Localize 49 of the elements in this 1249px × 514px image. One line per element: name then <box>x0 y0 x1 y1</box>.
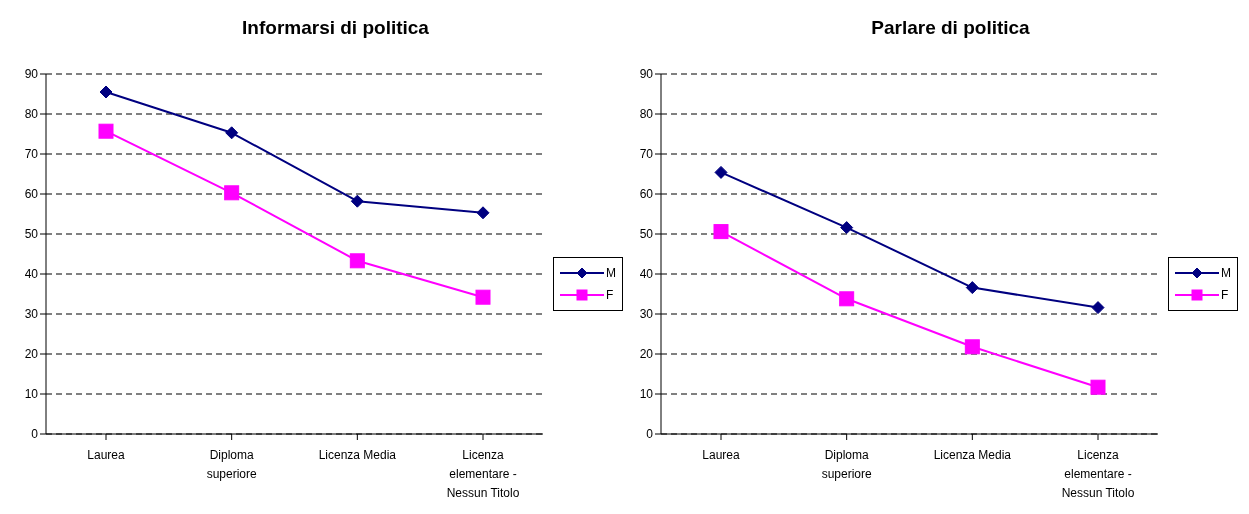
point <box>476 206 490 220</box>
y-tick-label: 0 <box>31 427 39 442</box>
point <box>1090 379 1106 395</box>
x-tick-label: Diploma superiore <box>821 447 872 481</box>
y-tick-label: 80 <box>24 107 39 122</box>
y-tick-label: 70 <box>24 147 39 162</box>
x-tick-label: Laurea <box>87 447 125 462</box>
y-tick-label: 40 <box>639 267 654 282</box>
x-tick-label: Laurea <box>702 447 740 462</box>
y-tick-label: 90 <box>24 67 39 82</box>
y-tick-label: 50 <box>639 227 654 242</box>
y-tick-label: 0 <box>646 427 654 442</box>
point <box>99 85 113 99</box>
point <box>714 165 728 179</box>
y-tick-label: 90 <box>639 67 654 82</box>
y-tick-label: 70 <box>639 147 654 162</box>
y-tick-label: 60 <box>24 187 39 202</box>
point <box>964 339 980 355</box>
y-tick-label: 50 <box>24 227 39 242</box>
y-tick-label: 10 <box>24 387 39 402</box>
y-tick-label: 10 <box>639 387 654 402</box>
point <box>965 281 979 295</box>
point <box>840 221 854 235</box>
point <box>1091 301 1105 315</box>
chart-title: Informarsi di politica <box>241 16 430 40</box>
point <box>350 194 364 208</box>
y-tick-label: 30 <box>639 307 654 322</box>
point <box>839 291 855 307</box>
point <box>349 253 365 269</box>
point <box>224 185 240 201</box>
legend-label: F <box>1221 288 1229 302</box>
y-tick-label: 60 <box>639 187 654 202</box>
x-tick-label: Licenza elementare - Nessun Titolo <box>1061 447 1135 500</box>
point <box>475 289 491 305</box>
y-tick-label: 40 <box>24 267 39 282</box>
legend-label: M <box>606 266 616 280</box>
x-tick-label: Licenza Media <box>318 447 397 462</box>
y-tick-label: 20 <box>24 347 39 362</box>
x-tick-label: Diploma superiore <box>206 447 257 481</box>
chart-title: Parlare di politica <box>870 16 1031 40</box>
y-tick-label: 30 <box>24 307 39 322</box>
point <box>98 123 114 139</box>
y-tick-label: 80 <box>639 107 654 122</box>
point <box>713 224 729 240</box>
legend-label: M <box>1221 266 1231 280</box>
x-tick-label: Licenza Media <box>933 447 1012 462</box>
y-tick-label: 20 <box>639 347 654 362</box>
legend-label: F <box>606 288 614 302</box>
x-tick-label: Licenza elementare - Nessun Titolo <box>446 447 520 500</box>
